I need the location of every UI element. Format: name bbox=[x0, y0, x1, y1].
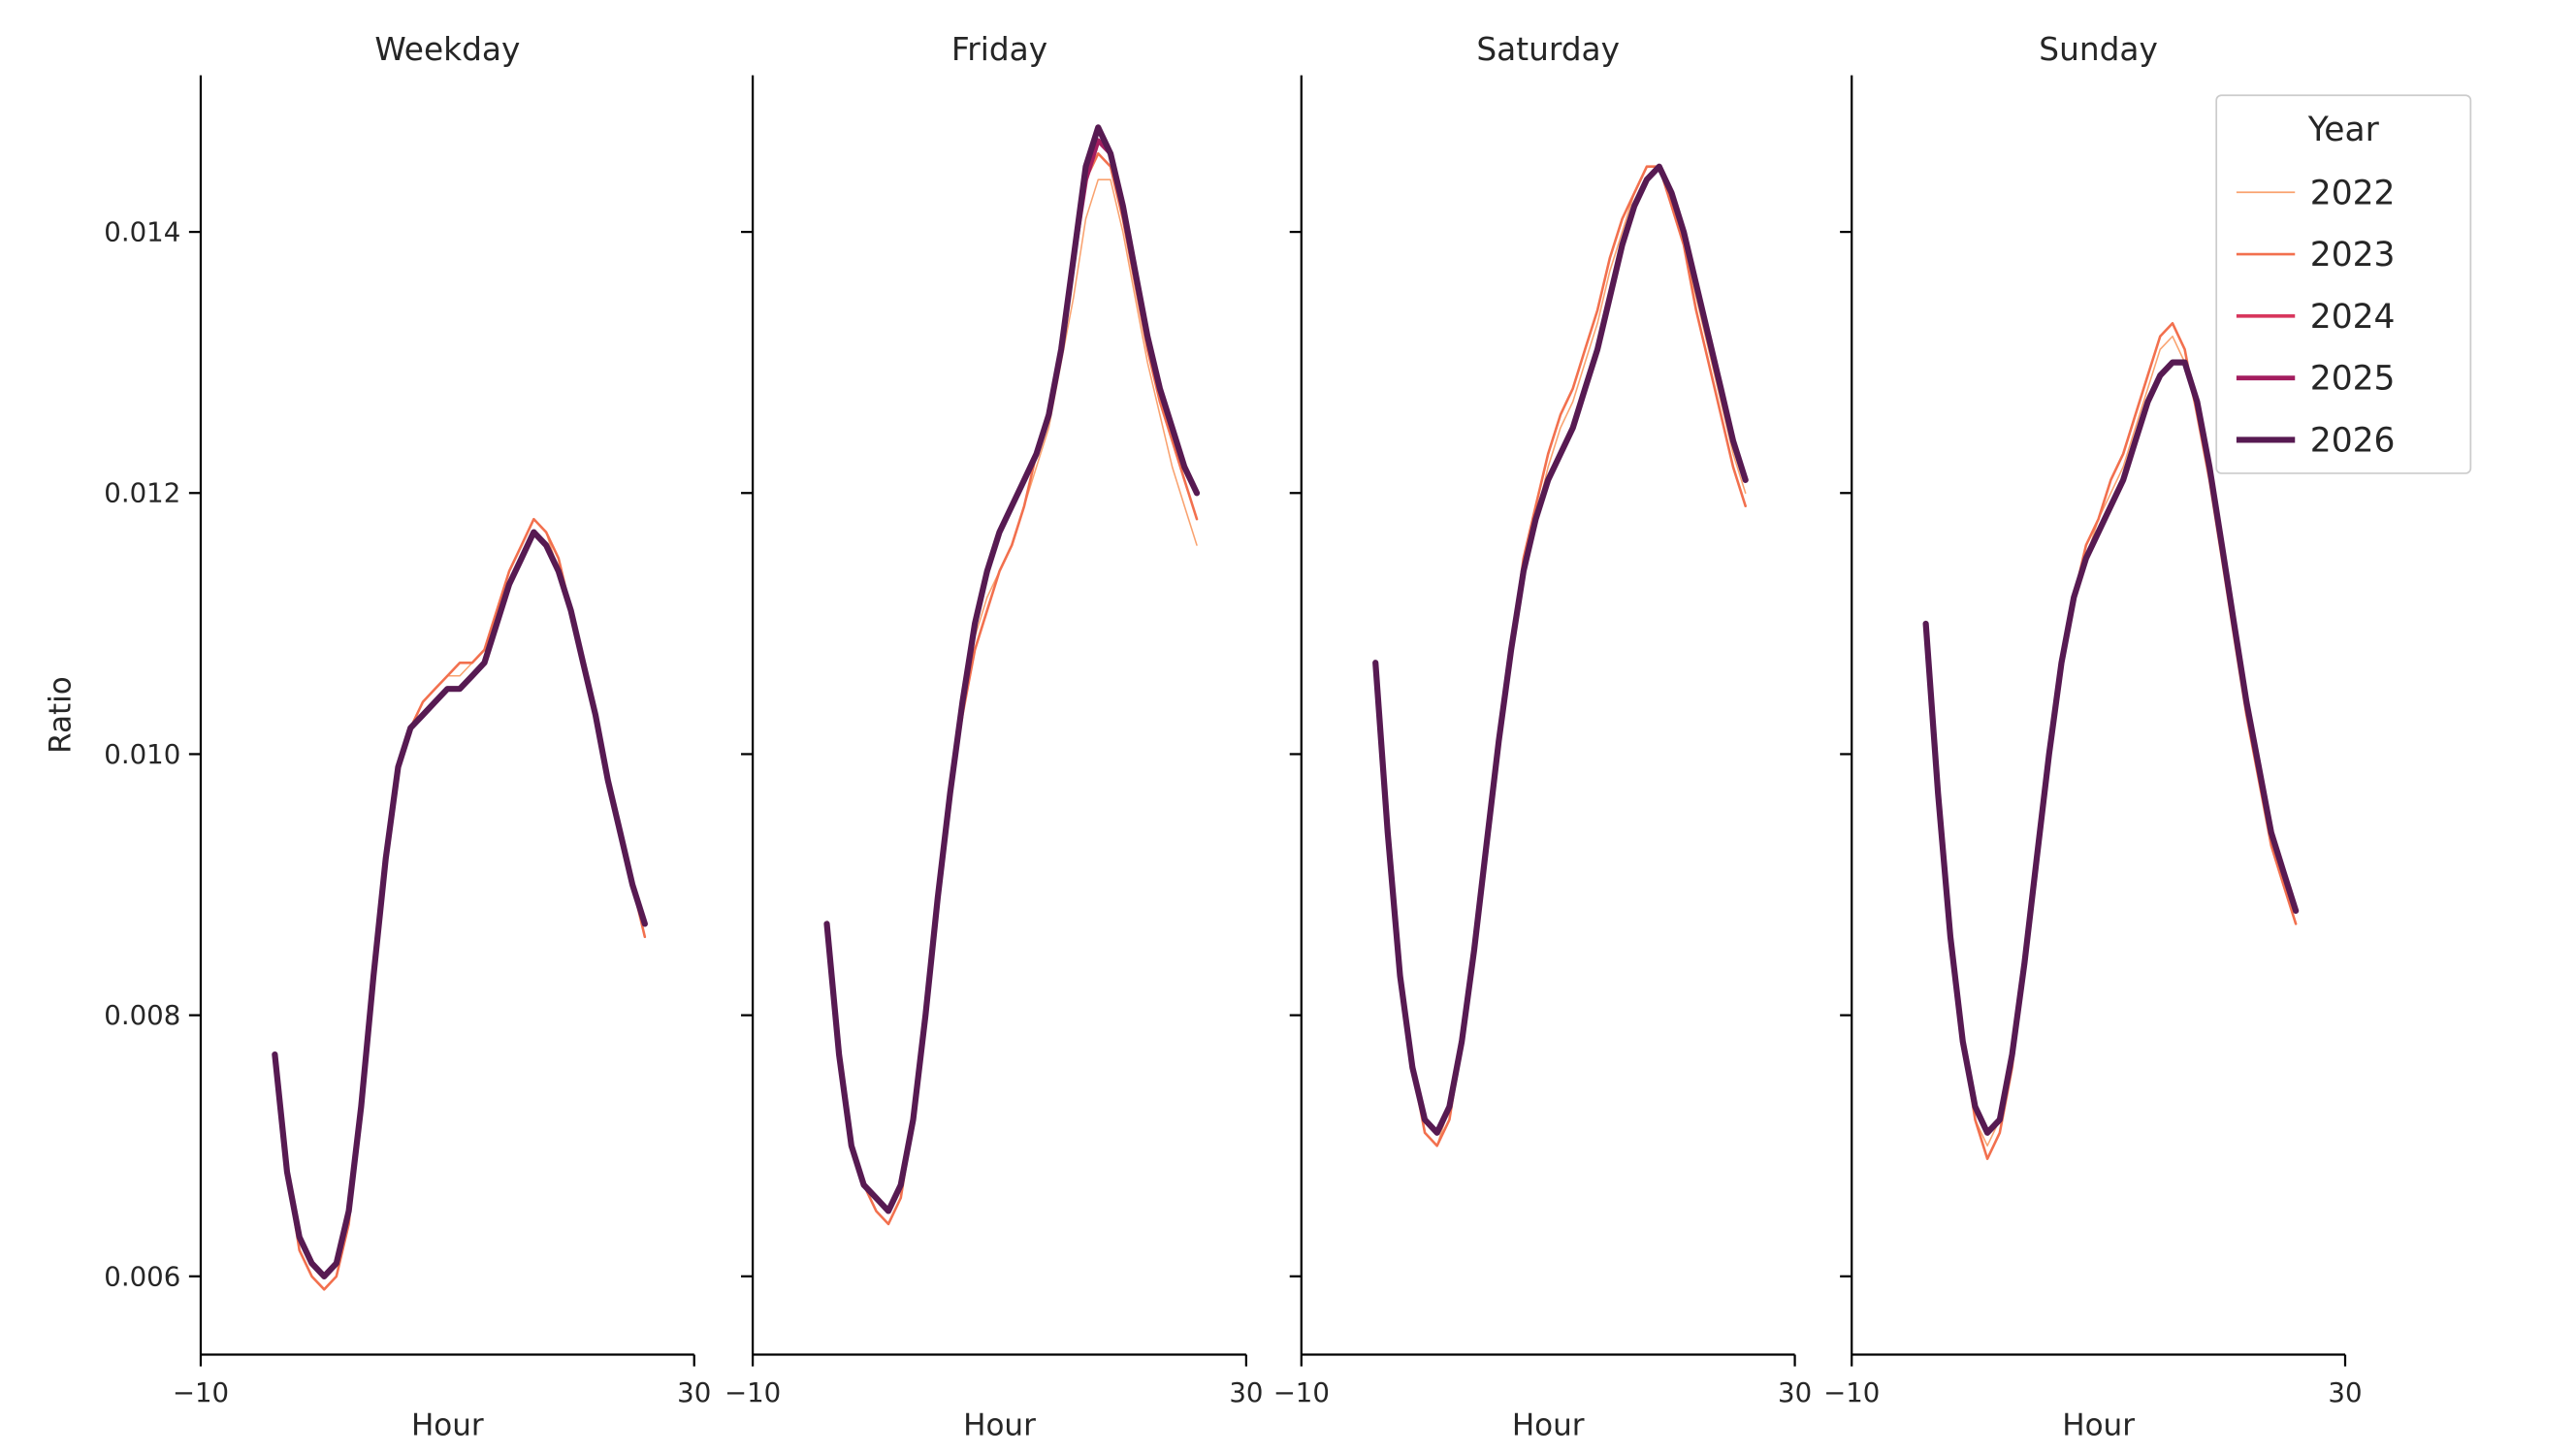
legend-box bbox=[2215, 94, 2472, 474]
series-line-2022 bbox=[825, 178, 1198, 1212]
legend: Year 2022 2023 2024 2025 2026 bbox=[2215, 94, 2472, 474]
y-tick-label: 0.008 bbox=[104, 999, 180, 1031]
x-tick-label: −10 bbox=[1273, 1376, 1330, 1408]
x-tick-label: −10 bbox=[724, 1376, 781, 1408]
series-line-2023 bbox=[1373, 165, 1747, 1148]
panel-friday: −10 30 Friday Hour bbox=[724, 31, 1263, 1442]
series-line-2024 bbox=[273, 530, 647, 1278]
x-axis-label: Hour bbox=[411, 1407, 484, 1442]
y-tick-label: 0.010 bbox=[104, 738, 180, 770]
legend-title: Year bbox=[2307, 111, 2380, 149]
panel-title: Sunday bbox=[2039, 31, 2158, 68]
panel-weekday: 0.006 0.008 0.010 0.012 0.014 −10 30 Weekday Hou… bbox=[43, 31, 711, 1442]
series-line-2026 bbox=[1922, 359, 2300, 1136]
panel-title: Saturday bbox=[1476, 31, 1620, 68]
legend-entry-label: 2023 bbox=[2310, 236, 2396, 275]
series-line-2024 bbox=[1373, 164, 1748, 1135]
x-tick-label: 30 bbox=[677, 1376, 711, 1408]
x-tick-label: 30 bbox=[2328, 1376, 2362, 1408]
x-tick-label: −10 bbox=[1823, 1376, 1880, 1408]
legend-entry-label: 2022 bbox=[2310, 174, 2396, 212]
series-line-2022 bbox=[274, 518, 646, 1277]
series-line-2026 bbox=[823, 124, 1201, 1214]
y-tick-label: 0.014 bbox=[104, 216, 180, 248]
series-line-2022 bbox=[1374, 165, 1747, 1147]
x-tick-label: 30 bbox=[1229, 1376, 1263, 1408]
panel-title: Friday bbox=[951, 31, 1047, 68]
y-tick-label: 0.012 bbox=[104, 477, 180, 509]
legend-entry-label: 2025 bbox=[2310, 360, 2396, 399]
y-tick-label: 0.006 bbox=[104, 1260, 180, 1292]
legend-entry-label: 2024 bbox=[2310, 298, 2396, 337]
x-axis-label: Hour bbox=[2062, 1407, 2135, 1442]
y-axis-label: Ratio bbox=[43, 676, 78, 754]
series-line-2025 bbox=[272, 530, 648, 1279]
panel-sunday: −10 30 Sunday Hour bbox=[1823, 31, 2362, 1442]
legend-entry-label: 2026 bbox=[2310, 422, 2396, 461]
series-line-2026 bbox=[272, 529, 648, 1279]
x-tick-label: 30 bbox=[1778, 1376, 1812, 1408]
x-axis-label: Hour bbox=[963, 1407, 1036, 1442]
panel-saturday: −10 30 Saturday Hour bbox=[1273, 31, 1812, 1442]
panel-title: Weekday bbox=[374, 31, 520, 68]
x-tick-label: −10 bbox=[173, 1376, 229, 1408]
series-line-2025 bbox=[1372, 164, 1749, 1136]
series-line-2026 bbox=[1372, 163, 1749, 1136]
series-line-2023 bbox=[274, 517, 647, 1291]
x-axis-label: Hour bbox=[1512, 1407, 1585, 1442]
